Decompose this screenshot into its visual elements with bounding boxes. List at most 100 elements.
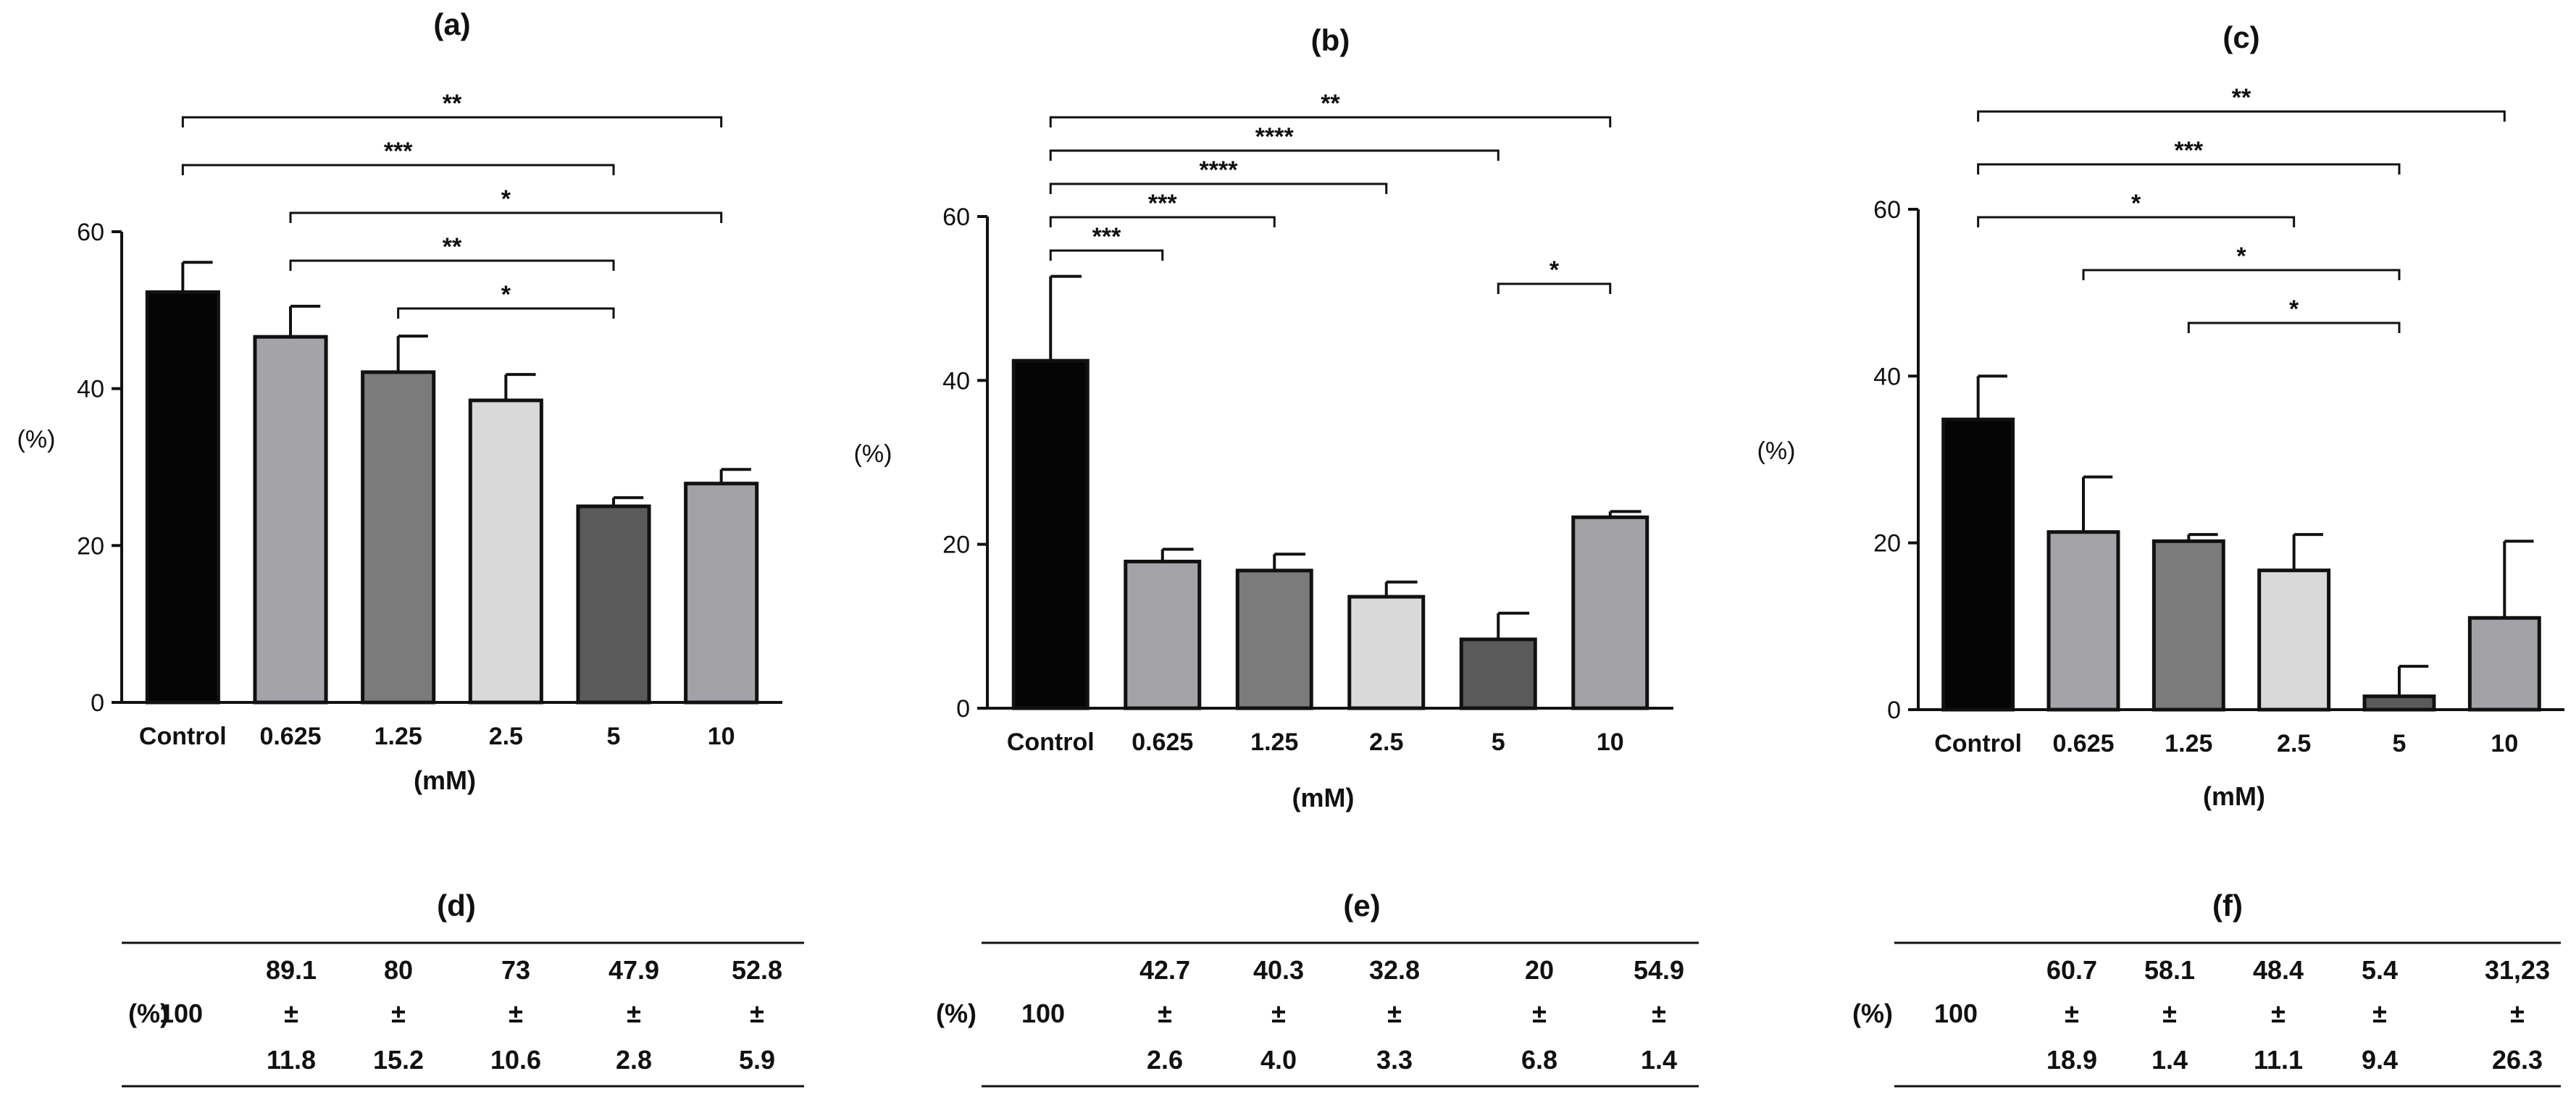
chart-title: (c) <box>2222 20 2259 54</box>
y-tick-label: 0 <box>1887 697 1901 724</box>
significance-bracket <box>2082 269 2401 280</box>
y-tick-label: 0 <box>91 689 104 717</box>
table-plus-minus: ± <box>1652 999 1666 1028</box>
table-control-value: 100 <box>1021 999 1065 1028</box>
bar <box>145 290 220 705</box>
table-mean: 48.4 <box>2253 955 2304 985</box>
significance-label: *** <box>1092 223 1121 251</box>
significance-label: * <box>1550 256 1560 284</box>
y-tick-label: 40 <box>942 367 970 395</box>
table-mean: 52.8 <box>732 955 782 985</box>
bar <box>1941 417 2015 712</box>
significance-bracket <box>397 307 615 319</box>
table-sd: 10.6 <box>490 1045 541 1075</box>
significance-label: ** <box>443 233 462 261</box>
significance-bracket <box>1049 149 1500 161</box>
significance-bracket <box>1977 163 2401 175</box>
table-sd: 15.2 <box>373 1045 424 1075</box>
table-plus-minus: ± <box>627 999 641 1028</box>
table-e: (e) (%) 100 42.7 ±2.6 40.3 ±4.0 32.8 ±3.3 20 ±6.8 5… <box>936 889 1699 1088</box>
bar <box>2046 530 2120 712</box>
chart-panel-c: (c) 0 20 40 60 (%) Control 0.625 1.25 2.5 5 10 (mM) *… <box>1757 20 2564 811</box>
chart-panel-a: (a) 0 20 40 60 (%) Control 0.625 1.25 2.5 5 10 (mM) *… <box>17 7 782 795</box>
table-plus-minus: ± <box>391 999 406 1028</box>
x-tick-label: 0.625 <box>259 723 321 750</box>
chart-title: (a) <box>433 7 470 41</box>
significance-label: ** <box>2232 84 2251 112</box>
significance-label: * <box>501 185 511 213</box>
bar <box>1459 637 1537 710</box>
x-tick-label: 2.5 <box>1369 728 1403 756</box>
table-sd: 2.6 <box>1147 1045 1183 1075</box>
x-tick-label: 10 <box>708 723 735 750</box>
table-plus-minus: ± <box>1158 999 1172 1028</box>
significance-bracket <box>1977 110 2506 122</box>
table-sd: 5.9 <box>739 1045 775 1075</box>
x-tick-label: Control <box>1934 730 2022 757</box>
table-sd: 2.8 <box>616 1045 652 1075</box>
table-mean: 20 <box>1525 955 1554 985</box>
x-tick-label: 5 <box>2393 730 2406 757</box>
table-mean: 89.1 <box>266 955 317 985</box>
table-mean: 40.3 <box>1253 955 1304 985</box>
x-tick-label: 0.625 <box>1132 728 1193 756</box>
significance-bracket <box>289 259 615 271</box>
significance-bracket <box>1049 249 1164 261</box>
significance-bracket <box>2187 322 2401 333</box>
bar <box>253 335 328 705</box>
significance-bracket <box>1049 216 1276 227</box>
significance-label: * <box>501 281 511 308</box>
bar <box>1571 515 1649 710</box>
bar <box>1347 595 1426 710</box>
table-plus-minus: ± <box>1271 999 1286 1028</box>
x-tick-label: 0.625 <box>2052 730 2114 757</box>
significance-label: *** <box>2174 137 2203 164</box>
y-tick-label: 60 <box>1873 196 1901 224</box>
table-sd: 4.0 <box>1260 1045 1297 1075</box>
bar <box>684 482 759 705</box>
significance-label: * <box>2236 243 2246 270</box>
y-tick-label: 20 <box>1873 530 1901 558</box>
bar <box>468 398 543 705</box>
table-plus-minus: ± <box>1532 999 1547 1028</box>
bar <box>2151 539 2225 712</box>
table-mean: 58.1 <box>2144 955 2195 985</box>
x-axis-label: (mM) <box>414 765 476 795</box>
x-tick-label: 1.25 <box>375 723 422 750</box>
table-title: (e) <box>1343 889 1380 923</box>
table-mean: 60.7 <box>2046 955 2097 985</box>
x-axis-label: (mM) <box>2203 781 2265 811</box>
significance-bracket <box>1977 216 2296 227</box>
table-sd: 3.3 <box>1376 1045 1413 1075</box>
x-tick-label: 1.25 <box>1250 728 1298 756</box>
significance-label: * <box>2289 295 2299 323</box>
y-axis-label: (%) <box>17 426 56 453</box>
table-plus-minus: ± <box>2510 999 2525 1028</box>
table-plus-minus: ± <box>2065 999 2079 1028</box>
table-sd: 1.4 <box>2151 1045 2188 1075</box>
table-control-value: 100 <box>1934 999 1978 1028</box>
bar <box>2257 568 2331 712</box>
table-plus-minus: ± <box>750 999 764 1028</box>
table-plus-minus: ± <box>1387 999 1402 1028</box>
table-mean: 31,23 <box>2485 955 2550 985</box>
bar <box>1235 568 1313 710</box>
y-tick-label: 20 <box>77 532 104 560</box>
y-tick-label: 60 <box>942 203 970 231</box>
table-sd: 18.9 <box>2046 1045 2097 1075</box>
bar <box>1011 358 1090 710</box>
table-plus-minus: ± <box>2372 999 2387 1028</box>
table-mean: 54.9 <box>1634 955 1684 985</box>
x-tick-label: 5 <box>1492 728 1505 756</box>
table-plus-minus: ± <box>284 999 298 1028</box>
significance-label: ** <box>1321 90 1340 117</box>
table-row-label: (%) <box>936 999 977 1028</box>
significance-bracket <box>1049 182 1388 194</box>
bar <box>361 370 436 705</box>
significance-bracket <box>1497 282 1612 294</box>
table-plus-minus: ± <box>2271 999 2286 1028</box>
bar <box>2467 616 2541 712</box>
table-title: (d) <box>437 889 476 923</box>
chart-panel-b: (b) 0 20 40 60 (%) Control 0.625 1.25 2.5 5 10 (mM) *… <box>854 23 1673 812</box>
chart-title: (b) <box>1311 23 1350 57</box>
